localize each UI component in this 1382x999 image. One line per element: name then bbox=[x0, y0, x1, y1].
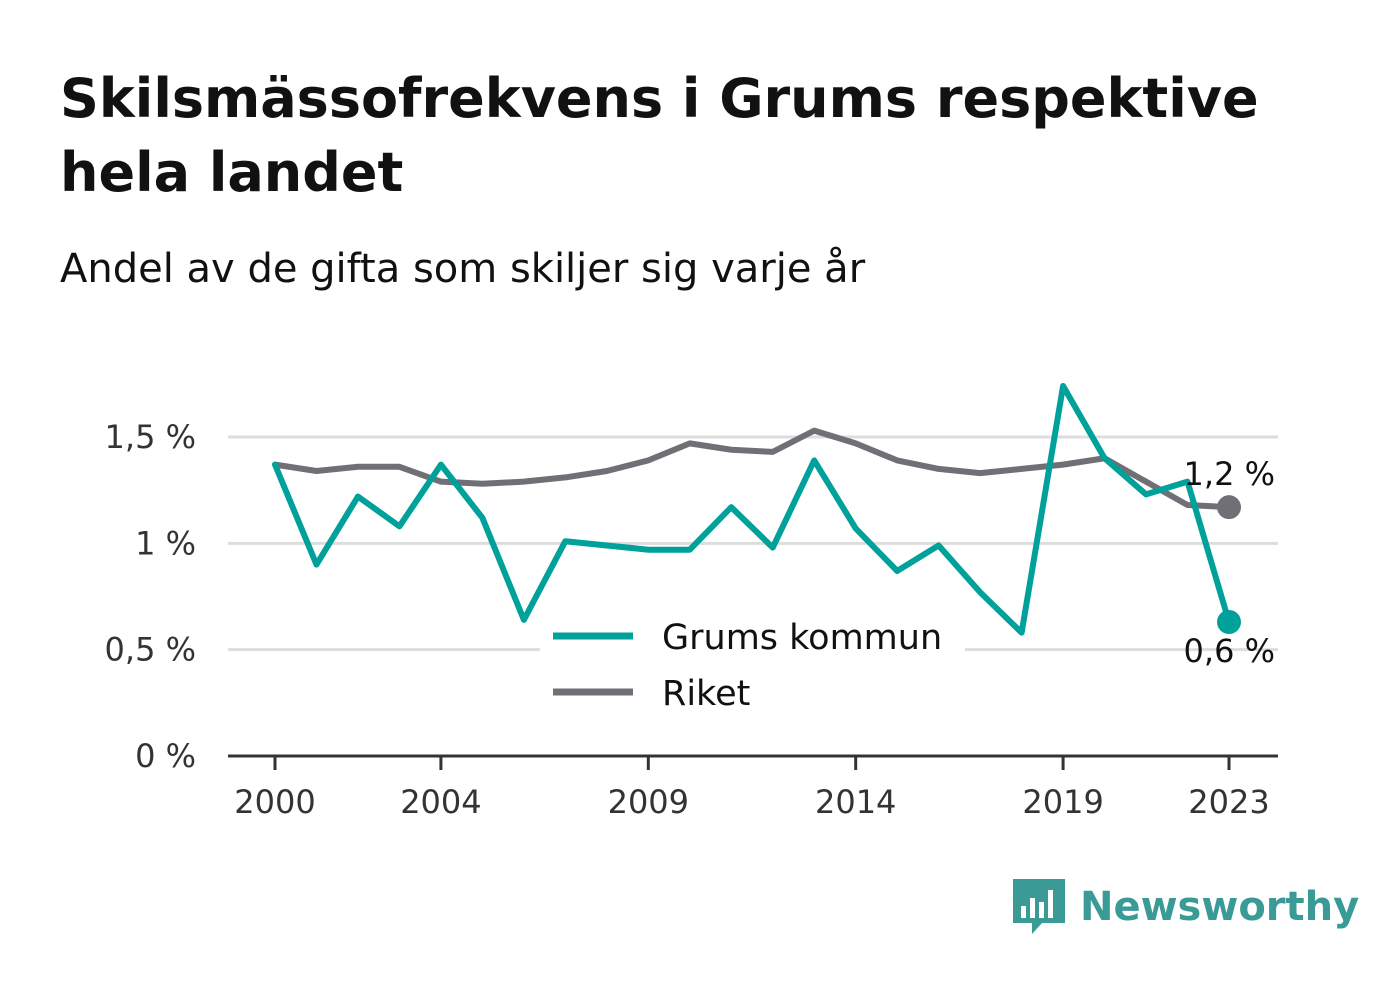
y-tick-label: 0 % bbox=[135, 737, 196, 775]
legend-background bbox=[540, 604, 965, 722]
x-tick-label: 2019 bbox=[1022, 783, 1103, 821]
legend-label-riket: Riket bbox=[662, 674, 750, 714]
x-tick-label: 2000 bbox=[234, 783, 315, 821]
newsworthy-bar-chart-icon bbox=[1013, 879, 1065, 934]
end-labels: 1,2 % 0,6 % bbox=[1184, 455, 1275, 670]
end-point-grums bbox=[1217, 610, 1241, 635]
brand-name: Newsworthy bbox=[1080, 884, 1360, 930]
x-tick-label: 2009 bbox=[608, 783, 689, 821]
end-label-grums: 0,6 % bbox=[1184, 632, 1275, 670]
newsworthy-logo: Newsworthy bbox=[1010, 876, 1359, 938]
x-tick-label: 2004 bbox=[400, 783, 481, 821]
y-tick-label: 0,5 % bbox=[105, 631, 196, 669]
x-tick-label: 2023 bbox=[1188, 783, 1269, 821]
chart-subtitle: Andel av de gifta som skiljer sig varje … bbox=[60, 246, 866, 292]
x-tick-label: 2014 bbox=[815, 783, 896, 821]
chart-title: Skilsmässofrekvens i Grums respektive he… bbox=[60, 67, 1259, 204]
legend-label-grums: Grums kommun bbox=[662, 618, 942, 658]
series-line-grums bbox=[272, 382, 1232, 636]
x-axis: 2000 2004 2009 2014 2019 2023 bbox=[228, 754, 1278, 821]
y-axis-ticks: 0 % 0,5 % 1 % 1,5 % bbox=[105, 418, 196, 775]
end-label-riket: 1,2 % bbox=[1184, 455, 1275, 493]
y-tick-label: 1 % bbox=[135, 524, 196, 562]
end-point-riket bbox=[1217, 495, 1241, 520]
legend: Grums kommun Riket bbox=[540, 604, 965, 722]
series-lines bbox=[272, 382, 1241, 636]
y-tick-label: 1,5 % bbox=[105, 418, 196, 456]
